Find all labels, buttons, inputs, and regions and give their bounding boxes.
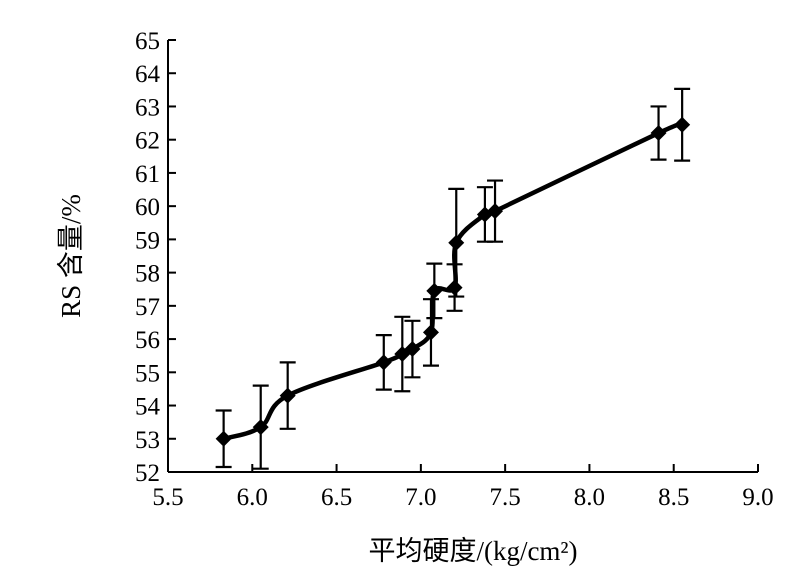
x-tick-label: 6.5 (321, 484, 352, 511)
x-tick-label: 8.5 (658, 484, 689, 511)
y-tick-label: 54 (135, 394, 161, 421)
data-point-marker (448, 234, 465, 251)
y-tick-label: 60 (135, 194, 160, 221)
y-tick-label: 59 (135, 227, 160, 254)
data-point-marker (422, 324, 439, 341)
y-tick-label: 57 (135, 294, 160, 321)
y-tick-label: 56 (135, 327, 160, 354)
data-point-marker (279, 387, 296, 404)
y-tick-label: 55 (135, 360, 160, 387)
series-line-rs (221, 121, 685, 442)
data-point-marker (426, 282, 443, 299)
data-point-marker (404, 341, 421, 358)
y-tick-label: 61 (135, 161, 160, 188)
error-bars (215, 87, 691, 470)
data-points (215, 116, 691, 447)
data-point-marker (446, 279, 463, 296)
data-point-marker (487, 203, 504, 220)
y-tick-label: 64 (135, 61, 161, 88)
y-axis-title: RS 含量/% (56, 194, 86, 318)
data-point-marker (375, 354, 392, 371)
x-axis-title: 平均硬度/(kg/cm²) (368, 536, 577, 566)
axes (167, 40, 758, 473)
x-tick-label: 6.0 (237, 484, 268, 511)
y-tick-label: 63 (135, 94, 160, 121)
x-tick-label: 8.0 (574, 484, 605, 511)
data-point-marker (650, 125, 667, 142)
x-axis-ticks: 5.5 6.0 6.5 7.0 7.5 8.0 8.5 9.0 (152, 464, 774, 511)
x-tick-label: 7.0 (405, 484, 436, 511)
data-point-marker (215, 430, 232, 447)
data-point-marker (674, 116, 691, 133)
y-tick-label: 58 (135, 261, 160, 288)
x-tick-label: 5.5 (152, 484, 183, 511)
y-tick-label: 52 (135, 460, 160, 487)
x-tick-label: 7.5 (490, 484, 521, 511)
y-tick-label: 62 (135, 128, 160, 155)
y-tick-label: 53 (135, 427, 160, 454)
plot-area (215, 87, 691, 470)
x-tick-label: 9.0 (742, 484, 773, 511)
y-tick-label: 65 (135, 28, 160, 55)
data-point-marker (252, 419, 269, 436)
y-axis-ticks: 52 53 54 55 56 57 58 59 60 61 62 63 64 65 (135, 28, 176, 487)
